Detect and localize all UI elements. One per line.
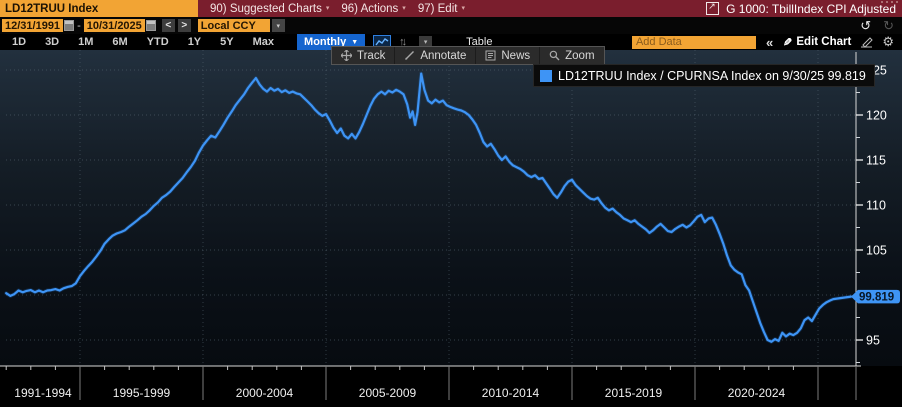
date-to-input[interactable]: 10/31/2025 <box>83 19 145 32</box>
x-axis-label: 1991-1994 <box>14 386 72 400</box>
panel-grip-dots <box>881 1 898 3</box>
news-icon <box>485 50 496 61</box>
title-bar: LD12TRUU Index 90) Suggested Charts ▾ 96) … <box>0 0 902 17</box>
y-axis-label: 115 <box>866 154 886 168</box>
collapse-panel-button[interactable]: « <box>765 34 774 50</box>
compare-arrows-icon[interactable]: ↑↓ <box>399 36 407 48</box>
chevron-down-icon: ▾ <box>402 5 406 12</box>
x-axis-band <box>0 366 902 407</box>
frequency-label: Monthly <box>304 36 347 48</box>
chevron-down-icon: ▾ <box>461 5 465 12</box>
y-axis-label: 95 <box>866 334 880 348</box>
period-toolbar: 1D 3D 1M 6M YTD 1Y 5Y Max Monthly ▼ ↑↓ ▾ Table … <box>2 34 900 50</box>
table-button[interactable]: Table <box>466 36 493 48</box>
y-axis-label: 110 <box>866 199 886 213</box>
x-axis-label: 2005-2009 <box>359 386 417 400</box>
range-forward-button[interactable]: > <box>177 19 191 32</box>
annotate-pencil-icon <box>404 50 415 61</box>
period-button-1m[interactable]: 1M <box>78 36 94 48</box>
x-axis-label: 2020-2024 <box>728 386 786 400</box>
x-axis-label: 1995-1999 <box>113 386 171 400</box>
period-button-3d[interactable]: 3D <box>45 36 60 48</box>
chevron-down-icon: ▾ <box>325 5 330 12</box>
date-from-input[interactable]: 12/31/1991 <box>2 19 64 32</box>
track-tool-button[interactable]: Track <box>332 47 396 64</box>
price-chart-svg[interactable]: 1991-1994 1995-1999 2000-2004 2005-2009 2010… <box>0 50 902 407</box>
date-separator: - <box>77 19 81 32</box>
calendar-icon[interactable] <box>145 20 156 31</box>
calendar-icon[interactable] <box>64 20 75 31</box>
menu-item-edit[interactable]: 97) Edit ▾ <box>417 2 465 15</box>
track-move-icon <box>341 50 352 61</box>
export-icon[interactable] <box>706 1 720 15</box>
x-axis-label: 2000-2004 <box>236 386 294 400</box>
y-axis-label: 120 <box>866 109 887 123</box>
currency-select[interactable]: Local CCY <box>197 19 270 32</box>
period-button-ytd[interactable]: YTD <box>146 36 169 48</box>
series-line <box>5 72 853 343</box>
news-tool-button[interactable]: News <box>476 47 541 64</box>
period-button-max[interactable]: Max <box>252 36 275 48</box>
chart-title: G 1000: TbillIndex CPI Adjusted <box>726 1 896 16</box>
menu-item-suggested-charts[interactable]: 90) Suggested Charts ▾ <box>210 2 330 15</box>
tool-button-label: Annotate <box>420 49 467 62</box>
tool-button-label: Track <box>357 49 386 62</box>
period-button-5y[interactable]: 5Y <box>220 36 234 48</box>
ticker-input[interactable]: LD12TRUU Index <box>0 0 198 17</box>
chart-type-dropdown-icon[interactable]: ▾ <box>419 35 433 49</box>
menu-item-actions[interactable]: 96) Actions ▾ <box>341 2 406 15</box>
undo-icon[interactable]: ↺ <box>860 18 872 33</box>
edit-chart-mini-icon[interactable] <box>860 36 874 48</box>
last-value-label: 99.819 <box>859 292 894 304</box>
edit-chart-label: Edit Chart <box>796 36 852 48</box>
chevron-down-icon: ▼ <box>351 38 359 46</box>
menu-bar: 90) Suggested Charts ▾ 96) Actions ▾ 97) Edi… <box>198 3 465 15</box>
gear-icon[interactable]: ⚙ <box>882 34 894 49</box>
tool-button-label: News <box>501 49 531 62</box>
period-buttons: 1D 3D 1M 6M YTD 1Y 5Y Max <box>2 36 283 48</box>
zoom-magnifier-icon <box>549 50 560 61</box>
tool-button-label: Zoom <box>565 49 595 62</box>
date-range-bar: 12/31/1991 - 10/31/2025 < > Local CCY ▾ … <box>0 17 902 34</box>
redo-icon[interactable]: ↻ <box>883 18 894 33</box>
period-button-6m[interactable]: 6M <box>112 36 128 48</box>
undo-redo-group: ↺ ↻ <box>860 19 902 32</box>
y-axis-label: 105 <box>866 244 887 258</box>
chart-legend[interactable]: LD12TRUU Index / CPURNSA Index on 9/30/2… <box>533 64 875 87</box>
chart-background <box>0 50 902 366</box>
add-data-input[interactable]: Add Data <box>631 35 756 49</box>
legend-series-label: LD12TRUU Index / CPURNSA Index on 9/30/2… <box>558 68 866 83</box>
last-value-badge <box>851 289 900 304</box>
zoom-tool-button[interactable]: Zoom <box>540 47 603 64</box>
x-axis-label: 2010-2014 <box>482 386 540 400</box>
edit-chart-button[interactable]: ✎ Edit Chart <box>783 36 851 49</box>
range-back-button[interactable]: < <box>161 19 175 32</box>
currency-dropdown-icon[interactable]: ▾ <box>271 19 285 32</box>
x-axis-label: 2015-2019 <box>605 386 663 400</box>
chart-toolbar: Track Annotate News Zoom <box>331 46 605 65</box>
period-button-1d[interactable]: 1D <box>12 36 27 48</box>
pencil-icon: ✎ <box>783 36 793 49</box>
period-button-1y[interactable]: 1Y <box>187 36 202 48</box>
chart-plot-area[interactable]: 1991-1994 1995-1999 2000-2004 2005-2009 2010… <box>0 50 902 407</box>
legend-series-swatch <box>540 69 552 82</box>
titlebar-right: G 1000: TbillIndex CPI Adjusted <box>706 1 902 16</box>
annotate-tool-button[interactable]: Annotate <box>395 47 477 64</box>
